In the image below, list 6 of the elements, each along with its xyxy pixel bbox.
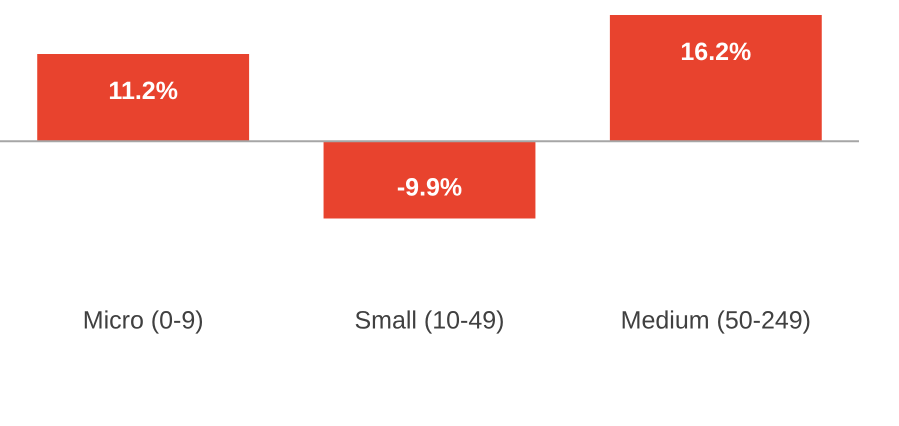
data-label: 11.2% — [108, 76, 178, 105]
x-tick-label: Medium (50-249) — [620, 306, 811, 334]
x-tick-label: Micro (0-9) — [82, 306, 204, 334]
x-tick-label: Small (10-49) — [354, 306, 505, 334]
data-label: 16.2% — [680, 38, 752, 66]
data-label: -9.9% — [396, 173, 462, 202]
